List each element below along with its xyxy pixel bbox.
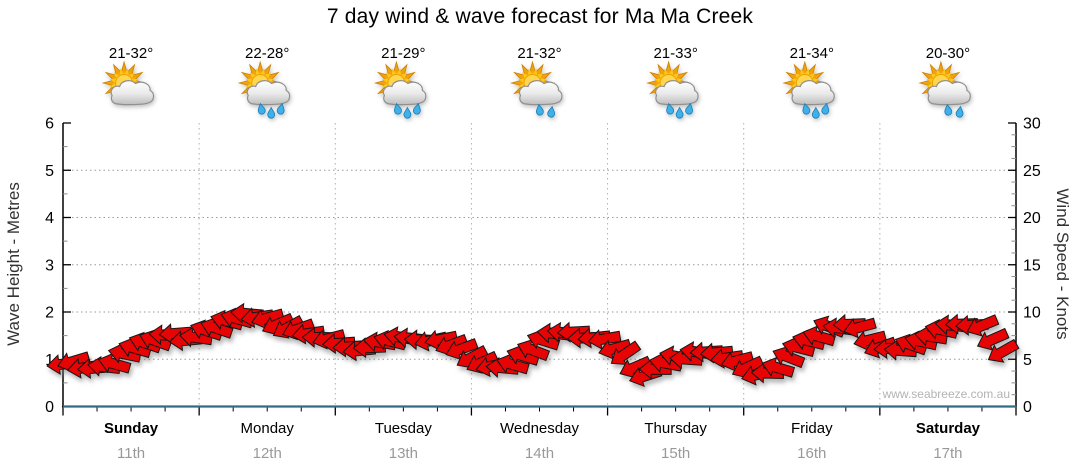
cloud-icon	[518, 80, 563, 106]
day-label: Thursday	[644, 420, 707, 437]
day-label: Saturday	[916, 420, 981, 437]
date-label: 17th	[933, 445, 962, 462]
cloud-icon	[655, 80, 699, 106]
day-label: Wednesday	[500, 420, 579, 437]
raindrop-icon	[955, 105, 964, 118]
left-axis-tick-label: 3	[45, 257, 54, 274]
right-axis-tick-label: 30	[1023, 116, 1041, 133]
raindrop-icon	[394, 102, 402, 115]
raindrop-icon	[547, 105, 556, 118]
wind-arrow	[987, 338, 1020, 363]
weather-icon-light-showers	[918, 60, 971, 118]
raindrop-icon	[412, 102, 421, 115]
date-label: 11th	[117, 445, 145, 462]
right-axis-tick-label: 10	[1023, 305, 1041, 322]
raindrop-icon	[944, 103, 953, 116]
day-label: Friday	[791, 420, 833, 437]
date-label: 15th	[661, 445, 690, 462]
right-axis-tick-label: 15	[1023, 257, 1041, 274]
date-label: 12th	[253, 445, 282, 462]
date-label: 13th	[389, 445, 418, 462]
temperature-range: 21-32°	[109, 45, 153, 62]
raindrop-icon	[257, 102, 266, 115]
date-label: 16th	[797, 445, 826, 462]
raindrop-icon	[821, 102, 830, 115]
weather-icon-partly-cloudy	[101, 60, 155, 106]
raindrop-icon	[685, 102, 693, 115]
temperature-range: 21-29°	[381, 45, 425, 62]
temperature-range: 21-34°	[790, 45, 834, 62]
weather-icon-showers	[782, 60, 835, 119]
raindrop-icon	[675, 106, 684, 119]
weather-icon-showers	[237, 60, 291, 119]
wind-arrow	[843, 317, 877, 339]
weather-icon-showers	[373, 60, 427, 119]
left-axis-tick-label: 6	[45, 116, 54, 133]
cloud-icon	[791, 80, 835, 106]
left-axis-tick-label: 2	[45, 305, 54, 322]
cloud-icon	[110, 80, 155, 106]
wind-arrow	[976, 327, 1010, 351]
wind-arrow	[966, 314, 1000, 337]
day-label: Tuesday	[375, 420, 432, 437]
temperature-range: 22-28°	[245, 45, 289, 62]
temperature-range: 21-32°	[517, 45, 561, 62]
right-axis-tick-label: 20	[1023, 210, 1041, 227]
cloud-icon	[927, 80, 971, 106]
wind-arrow	[587, 329, 622, 350]
raindrop-icon	[267, 106, 276, 119]
cloud-icon	[246, 80, 291, 106]
temperature-range: 20-30°	[926, 45, 970, 62]
right-axis-tick-label: 25	[1023, 163, 1041, 180]
date-label: 14th	[525, 445, 554, 462]
temperature-range: 21-33°	[653, 45, 697, 62]
day-label: Monday	[241, 420, 295, 437]
wind-arrow	[761, 356, 796, 378]
cloud-icon	[382, 80, 427, 106]
weather-icon-showers	[646, 60, 699, 119]
left-axis-tick-label: 0	[45, 399, 54, 416]
raindrop-icon	[666, 102, 675, 115]
left-axis-tick-label: 4	[45, 210, 54, 227]
raindrop-icon	[403, 106, 412, 119]
raindrop-icon	[802, 102, 811, 115]
watermark: www.seabreeze.com.au	[882, 387, 1010, 401]
weather-icon-light-showers	[509, 60, 563, 118]
wind-arrows-layer	[46, 302, 1020, 387]
left-axis-tick-label: 1	[45, 352, 54, 369]
right-axis-tick-label: 0	[1023, 399, 1032, 416]
raindrop-icon	[535, 103, 544, 116]
right-axis-tick-label: 5	[1023, 352, 1032, 369]
raindrop-icon	[811, 106, 820, 119]
chart-title: 7 day wind & wave forecast for Ma Ma Cre…	[326, 5, 754, 28]
left-axis-tick-label: 5	[45, 163, 54, 180]
day-label: Sunday	[104, 420, 159, 437]
raindrop-icon	[276, 102, 285, 115]
